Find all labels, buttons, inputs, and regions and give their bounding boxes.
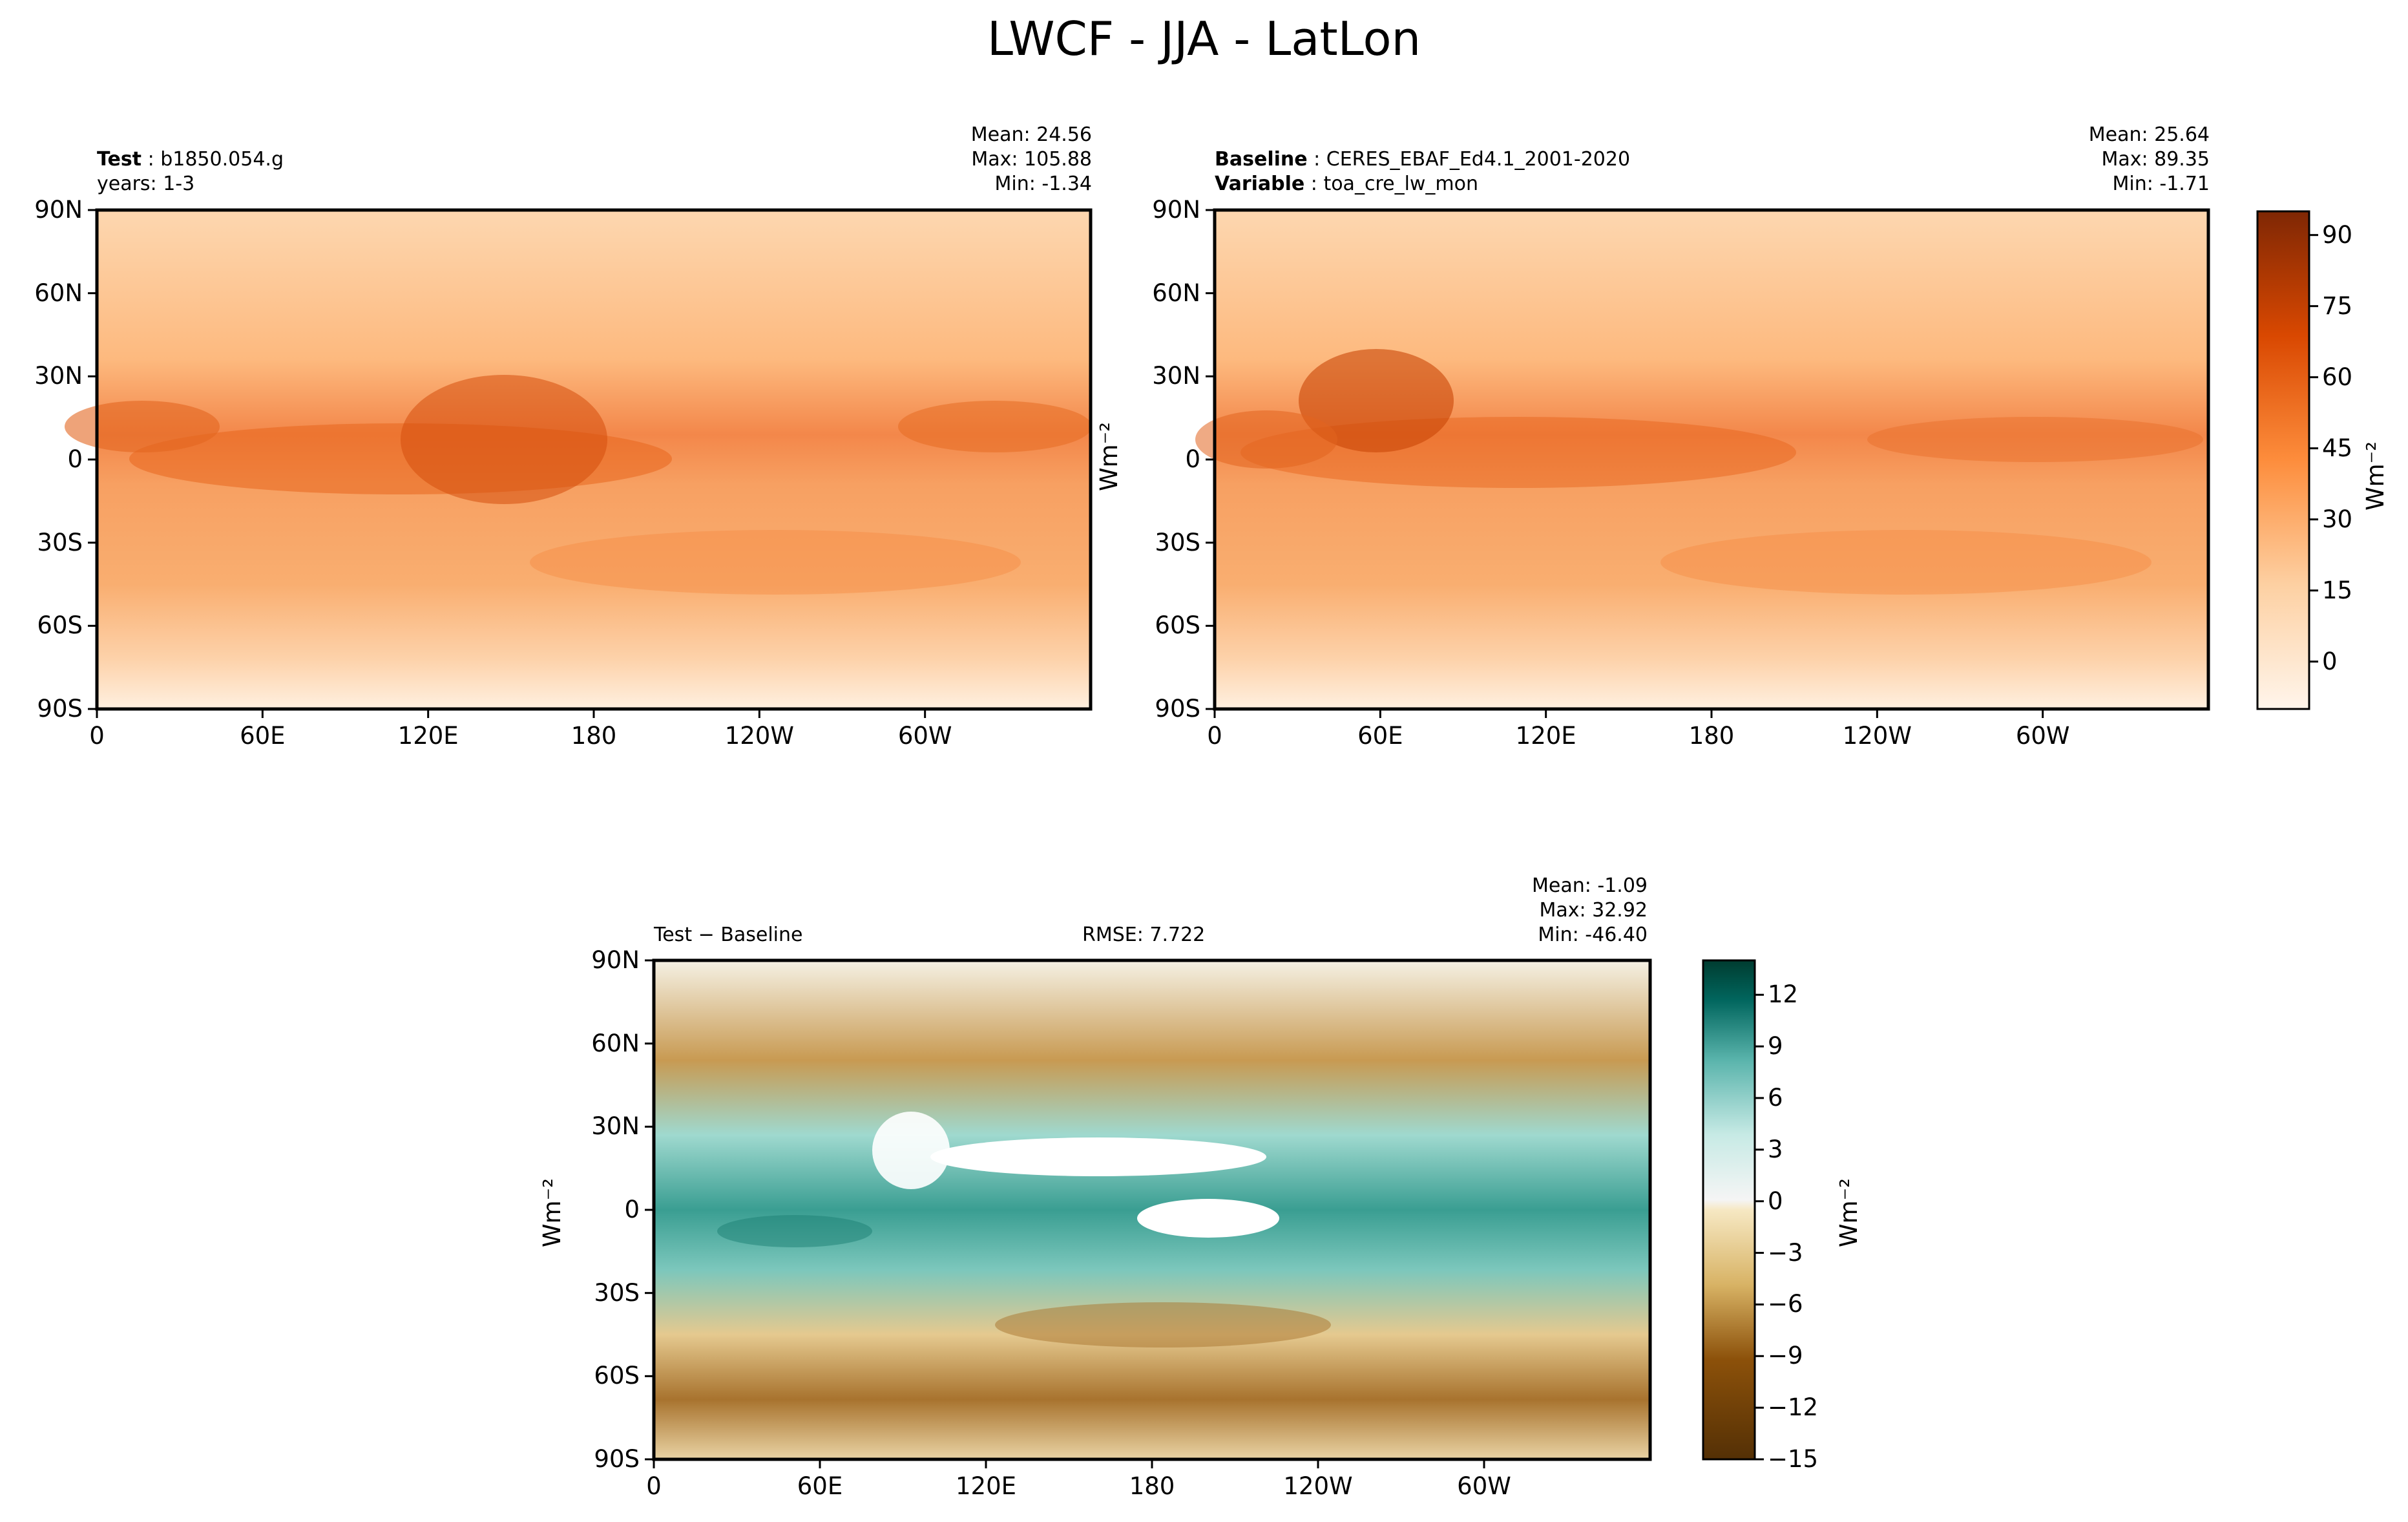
colorbar-tick-label: −12 <box>1768 1393 1819 1422</box>
colorbar-tick-label: 30 <box>2322 505 2353 533</box>
test-ytick-label: 30S <box>37 528 83 556</box>
diff-white-patch-2 <box>1137 1199 1279 1238</box>
baseline-ytick-label: 0 <box>1185 445 1200 473</box>
diff-teal-band <box>717 1215 872 1247</box>
variable-label-bold: Variable <box>1215 173 1305 195</box>
baseline-label-bold: Baseline <box>1215 148 1308 171</box>
diff-white-patch-3 <box>872 1112 950 1189</box>
baseline-xtick-label: 180 <box>1688 722 1735 750</box>
test-ytick-label: 30N <box>34 362 83 390</box>
diff-colorbar <box>1702 959 1756 1461</box>
colorbar-tick-label: −3 <box>1768 1238 1803 1267</box>
tick-marks <box>88 209 2318 1468</box>
diff-xtick-label: 180 <box>1129 1472 1175 1500</box>
baseline-stats: Mean: 25.64 Max: 89.35 Min: -1.71 <box>1958 123 2210 196</box>
test-ytick-label: 90N <box>34 196 83 224</box>
baseline-min: Min: -1.71 <box>2112 173 2210 195</box>
baseline-xtick-label: 0 <box>1207 722 1222 750</box>
baseline-ytick-label: 60S <box>1155 611 1200 640</box>
colorbar-tick-label: 9 <box>1768 1032 1783 1061</box>
diff-min: Min: -46.40 <box>1538 924 1648 946</box>
test-xtick-label: 120W <box>724 722 794 750</box>
test-stats: Mean: 24.56 Max: 105.88 Min: -1.34 <box>840 123 1092 196</box>
diff-white-patch-1 <box>930 1137 1266 1176</box>
test-south-band <box>530 530 1021 595</box>
test-ytick-label: 90S <box>37 695 83 723</box>
test-max: Max: 105.88 <box>971 148 1092 171</box>
variable-label-name: toa_cre_lw_mon <box>1323 173 1479 195</box>
colorbar-tick-label: 3 <box>1768 1135 1783 1163</box>
test-ytick-label: 60S <box>37 611 83 640</box>
colorbar-tick-label: 15 <box>2322 576 2353 604</box>
test-ytick-label: 0 <box>67 445 83 473</box>
baseline-atlantic-band <box>1867 417 2203 462</box>
baseline-label-case: CERES_EBAF_Ed4.1_2001-2020 <box>1326 148 1631 171</box>
diff-mean: Mean: -1.09 <box>1531 874 1648 897</box>
diff-rmse: RMSE: 7.722 <box>1082 924 1206 946</box>
diff-xtick-label: 0 <box>646 1472 662 1500</box>
baseline-ytick-label: 90S <box>1155 695 1200 723</box>
colorbar-tick-label: 6 <box>1768 1083 1783 1112</box>
colorbar-tick-label: 0 <box>2322 647 2338 675</box>
baseline-mean: Mean: 25.64 <box>2088 123 2210 146</box>
baseline-label: Baseline : CERES_EBAF_Ed4.1_2001-2020 <box>1215 148 1631 171</box>
test-atlantic-band <box>898 401 1092 452</box>
baseline-ytick-label: 30N <box>1152 362 1200 390</box>
test-xtick-label: 120E <box>397 722 459 750</box>
baseline-ytick-label: 30S <box>1155 528 1200 556</box>
baseline-colorbar <box>2256 210 2310 710</box>
diff-ytick-label: 90S <box>594 1445 640 1473</box>
test-xtick-label: 0 <box>89 722 105 750</box>
variable-label: Variable : toa_cre_lw_mon <box>1215 173 1479 195</box>
test-min: Min: -1.34 <box>994 173 1093 195</box>
colorbar-tick-label: 60 <box>2322 363 2353 391</box>
diff-label: Test − Baseline <box>654 924 803 946</box>
test-xtick-label: 60E <box>240 722 286 750</box>
diff-brown-band <box>995 1302 1331 1348</box>
colorbar-tick-label: −6 <box>1768 1290 1803 1318</box>
baseline-monsoon <box>1299 349 1454 452</box>
diff-max: Max: 32.92 <box>1539 899 1648 922</box>
baseline-max: Max: 89.35 <box>2101 148 2210 171</box>
diff-ytick-label: 30N <box>591 1112 640 1141</box>
baseline-africa-band <box>1195 410 1337 469</box>
diff-ytick-label: 90N <box>591 946 640 974</box>
colorbar-tick-label: −9 <box>1768 1342 1803 1370</box>
test-label: Test : b1850.054.g <box>97 148 284 171</box>
baseline-ytick-label: 90N <box>1152 196 1200 224</box>
diff-xtick-label: 120E <box>956 1472 1016 1500</box>
diff-stats: Mean: -1.09 Max: 32.92 Min: -46.40 <box>1396 874 1648 947</box>
baseline-south-band <box>1660 530 2151 595</box>
diff-xtick-label: 120W <box>1283 1472 1353 1500</box>
colorbar-tick-label: −15 <box>1768 1445 1819 1473</box>
colorbar-tick-label: 45 <box>2322 434 2353 462</box>
baseline-ytick-label: 60N <box>1152 279 1200 307</box>
colorbar-tick-label: 12 <box>1768 980 1799 1009</box>
diff-xtick-label: 60E <box>797 1472 843 1500</box>
test-warmpool <box>401 375 607 504</box>
colorbar-tick-label: 0 <box>1768 1187 1783 1215</box>
test-africa-band <box>65 401 220 452</box>
test-label-case: b1850.054.g <box>160 148 284 171</box>
baseline-xtick-label: 120E <box>1515 722 1576 750</box>
figure-title: LWCF - JJA - LatLon <box>987 12 1421 66</box>
baseline-xtick-label: 60W <box>2015 722 2070 750</box>
diff-xtick-label: 60W <box>1457 1472 1511 1500</box>
test-mean: Mean: 24.56 <box>970 123 1092 146</box>
test-xtick-label: 180 <box>571 722 617 750</box>
test-ytick-label: 60N <box>34 279 83 307</box>
test-years: years: 1-3 <box>97 173 195 195</box>
diff-ytick-label: 60S <box>594 1362 640 1390</box>
test-label-bold: Test <box>97 148 142 171</box>
test-xtick-label: 60W <box>897 722 952 750</box>
diff-ytick-label: 0 <box>624 1196 640 1223</box>
colorbar-tick-label: 75 <box>2322 291 2353 320</box>
baseline-xtick-label: 120W <box>1842 722 1912 750</box>
diff-ytick-label: 30S <box>594 1278 640 1307</box>
baseline-xtick-label: 60E <box>1357 722 1403 750</box>
colorbar-tick-label: 90 <box>2322 220 2353 249</box>
diff-ytick-label: 60N <box>591 1029 640 1057</box>
